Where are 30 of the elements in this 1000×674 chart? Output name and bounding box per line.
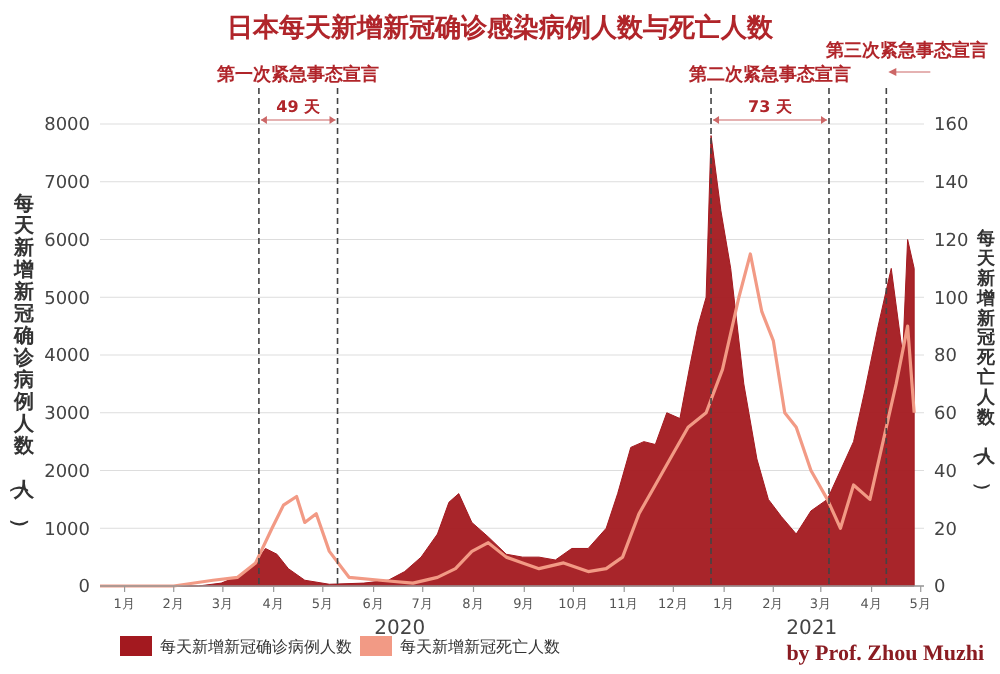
y2-tick-label: 100	[934, 289, 969, 310]
y-tick-label: 6000	[44, 231, 91, 252]
y-tick-label: 5000	[44, 289, 91, 310]
y2-tick-label: 60	[934, 405, 958, 426]
y2-tick-label: 80	[934, 347, 958, 368]
line-series	[98, 252, 916, 588]
y-tick-label: 0	[78, 578, 91, 599]
y2-tick-label: 160	[934, 116, 969, 137]
text: by Prof. Zhou Muzhi	[786, 642, 984, 666]
ref-line-label: 第二次紧急事态宣言	[687, 64, 852, 86]
legend-label: 每天新增新冠死亡人数	[400, 638, 560, 656]
y-tick-label: 8000	[44, 116, 91, 137]
y2-tick-label: 120	[934, 231, 969, 252]
y-tick-label: 7000	[44, 174, 91, 195]
y-tick-label: 4000	[44, 347, 91, 368]
ref-line-label: 第三次紧急事态宣言	[824, 40, 988, 62]
y-tick-label: 3000	[44, 405, 91, 426]
y-tick-label: 2000	[44, 462, 91, 483]
text: 2021	[786, 618, 838, 640]
y2-tick-label: 0	[934, 578, 946, 599]
ref-line-label: 第一次紧急事态宣言	[215, 64, 380, 86]
text: 2020	[374, 618, 426, 640]
y2-tick-label: 140	[934, 174, 969, 195]
text: 73 天	[748, 98, 794, 116]
y2-tick-label: 40	[934, 462, 958, 483]
y-tick-label: 1000	[44, 520, 91, 541]
text: 49 天	[276, 98, 323, 116]
chart-title: 日本每天新增新冠确诊感染病例人数与死亡人数	[227, 12, 775, 44]
y2-tick-label: 20	[934, 520, 958, 541]
legend-label: 每天新增新冠确诊病例人数	[160, 638, 352, 656]
